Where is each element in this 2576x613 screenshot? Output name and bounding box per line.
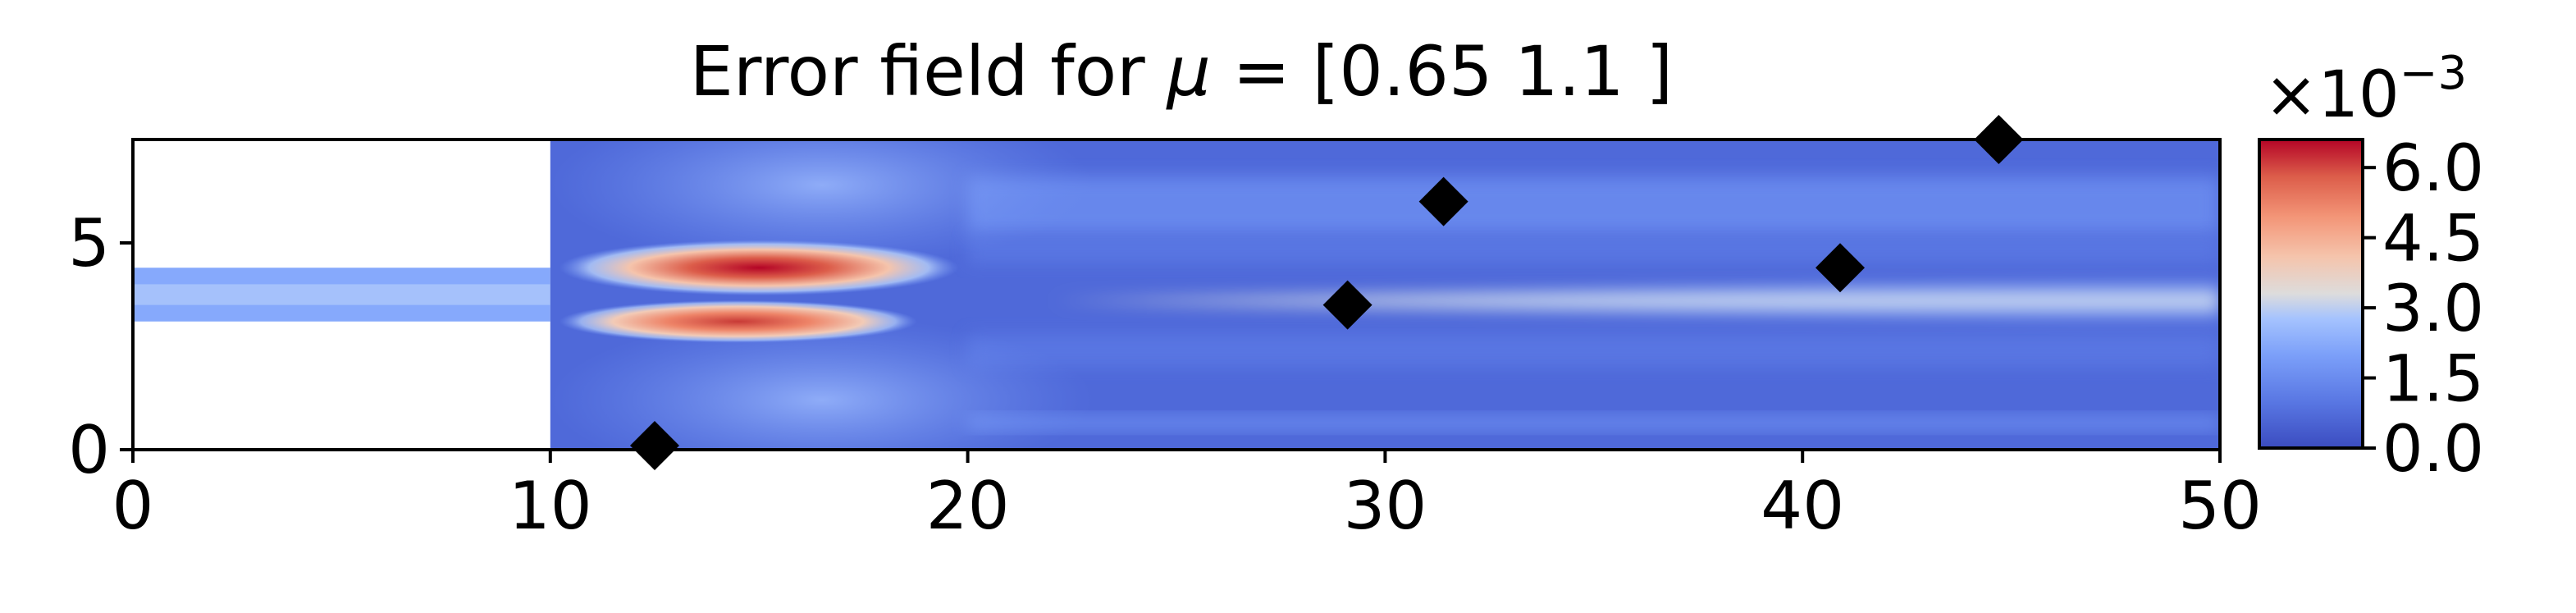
- lower-halo: [550, 317, 1094, 450]
- inlet-core: [133, 284, 550, 305]
- chamber-band-0: [967, 416, 2220, 429]
- colorbar: 0.01.53.04.56.0 ×10−3: [2258, 47, 2484, 487]
- x-tick-label: 40: [1761, 468, 1844, 544]
- colorbar-tick-label: 1.5: [2382, 343, 2484, 417]
- colorbar-tick-label: 3.0: [2382, 272, 2484, 346]
- sensor-marker-1: [1322, 280, 1372, 330]
- x-tick-label: 50: [2178, 468, 2262, 544]
- colorbar-tick-label: 0.0: [2382, 413, 2484, 487]
- sensor-marker-3: [1815, 243, 1865, 293]
- plot-frame: [131, 138, 2222, 451]
- x-axis-ticks: 0 10 20 30 40 50: [112, 450, 2262, 544]
- central-streak: [1051, 280, 2220, 322]
- x-tick-label: 0: [112, 468, 154, 544]
- chart-title: Error field for μ = [0.65 1.1 ]: [690, 31, 1673, 112]
- colorbar-exponent: ×10−3: [2264, 47, 2467, 132]
- lower-jet-peak: [559, 300, 917, 343]
- colorbar-ticks: 0.01.53.04.56.0: [2363, 132, 2484, 487]
- y-tick-label: 5: [68, 205, 110, 281]
- y-tick-label: 0: [68, 412, 110, 488]
- chamber-band-2: [967, 333, 2220, 368]
- chamber-band-3: [967, 234, 2220, 264]
- error-field-heatmap: [550, 140, 2220, 450]
- x-tick-label: 30: [1344, 468, 1427, 544]
- colorbar-tick-label: 4.5: [2382, 203, 2484, 277]
- chamber-band-1: [967, 176, 2220, 235]
- plot-axes: [131, 138, 2222, 451]
- sensor-markers: [630, 115, 2024, 470]
- colorbar-gradient: [2258, 138, 2364, 450]
- sensor-marker-0: [630, 420, 679, 470]
- y-axis-ticks: 05: [68, 205, 133, 488]
- x-tick-label: 10: [509, 468, 592, 544]
- x-tick-label: 20: [926, 468, 1010, 544]
- colorbar-tick-label: 6.0: [2382, 132, 2484, 206]
- upper-jet-peak: [559, 240, 959, 296]
- sensor-marker-2: [1418, 176, 1468, 226]
- upper-halo: [550, 140, 1094, 268]
